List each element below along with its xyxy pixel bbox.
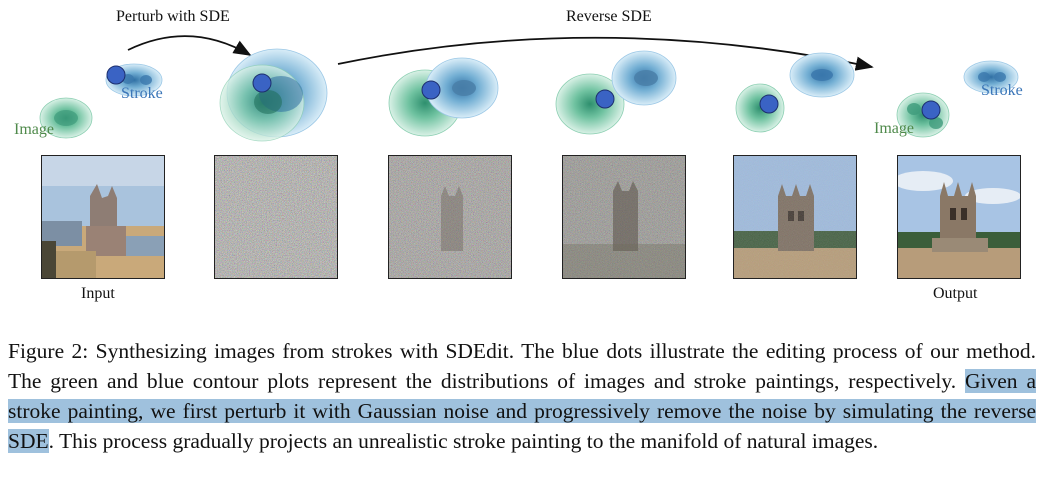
- stroke-dot: [252, 73, 272, 93]
- stroke-dot: [759, 94, 779, 114]
- input-stroke-painting: [41, 155, 165, 279]
- contour-stage-output: [896, 60, 1019, 138]
- contour-stage-input: [39, 63, 163, 139]
- output-realistic-image: [897, 155, 1021, 279]
- contour-stage-perturbed: [219, 48, 328, 142]
- caption-text: Figure 2: Synthesizing images from strok…: [8, 339, 1036, 393]
- stroke-dot: [595, 89, 615, 109]
- sdedit-figure: Perturb with SDE Reverse SDE: [14, 8, 1023, 302]
- stroke-dot: [106, 65, 126, 85]
- output-label: Output: [933, 285, 978, 302]
- stroke-distribution-label-output: Stroke: [981, 82, 1023, 99]
- contour-stage-3: [388, 57, 499, 137]
- contour-plots: [39, 48, 1019, 142]
- noisy-image-1: [214, 155, 338, 279]
- contour-stage-5: [735, 52, 855, 133]
- figure-caption: Figure 2: Synthesizing images from strok…: [8, 336, 1036, 456]
- partially-denoised-image: [733, 155, 857, 279]
- image-distribution-label: Image: [14, 121, 54, 138]
- arrows-layer: [127, 35, 874, 71]
- stroke-distribution-label: Stroke: [121, 85, 163, 102]
- stroke-dot: [921, 100, 941, 120]
- perturb-label: Perturb with SDE: [116, 8, 230, 25]
- stroke-dot: [421, 80, 441, 100]
- image-distribution-label-output: Image: [874, 120, 914, 137]
- reverse-sde-label: Reverse SDE: [566, 8, 652, 25]
- reverse-arrow: [337, 36, 874, 71]
- input-label: Input: [81, 285, 115, 302]
- contour-stage-4: [555, 50, 677, 135]
- perturb-arrow: [127, 35, 252, 56]
- noisy-image-2: [388, 155, 512, 279]
- caption-text-end: . This process gradually projects an unr…: [48, 429, 879, 453]
- noisy-image-3: [562, 155, 686, 279]
